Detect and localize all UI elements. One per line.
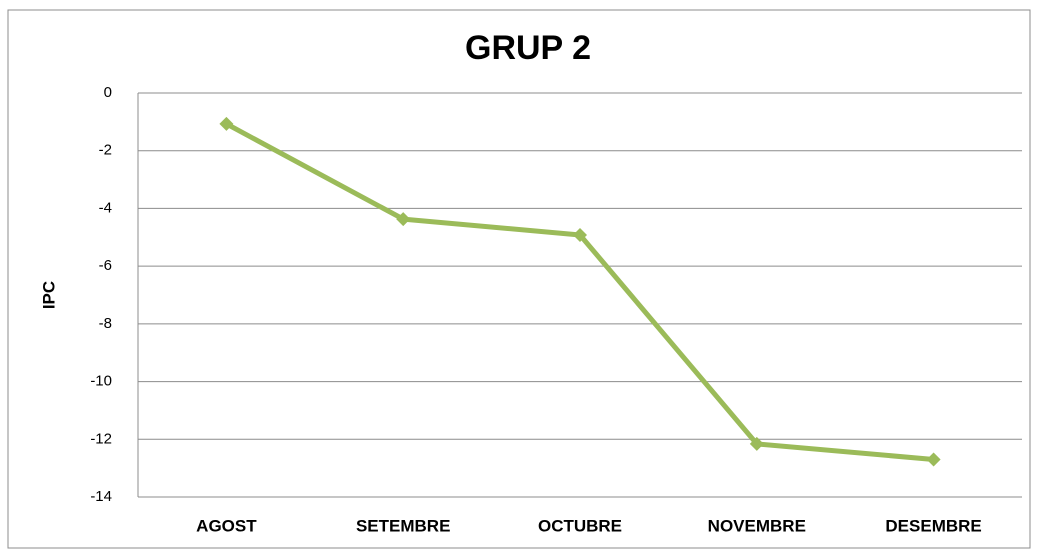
y-tick-label: -8: [99, 315, 112, 332]
chart-border: [7, 9, 1031, 549]
y-tick-label: -14: [90, 488, 112, 505]
y-tick-label: -10: [90, 373, 112, 390]
x-tick-label: OCTUBRE: [538, 516, 622, 535]
y-tick-label: -2: [99, 142, 112, 159]
y-axis-label: IPC: [39, 281, 58, 309]
y-tick-label: -12: [90, 430, 112, 447]
x-tick-label: AGOST: [196, 516, 257, 535]
y-tick-label: 0: [104, 84, 112, 101]
x-tick-label: DESEMBRE: [885, 516, 981, 535]
data-point: [396, 212, 411, 227]
y-tick-label: -6: [99, 257, 112, 274]
x-tick-label: SETEMBRE: [356, 516, 450, 535]
x-tick-label: NOVEMBRE: [708, 516, 806, 535]
data-point: [219, 116, 234, 131]
y-tick-label: -4: [99, 199, 112, 216]
data-point: [926, 452, 941, 467]
data-point: [573, 227, 587, 242]
data-point: [749, 436, 764, 451]
chart-title: GRUP 2: [465, 29, 591, 67]
